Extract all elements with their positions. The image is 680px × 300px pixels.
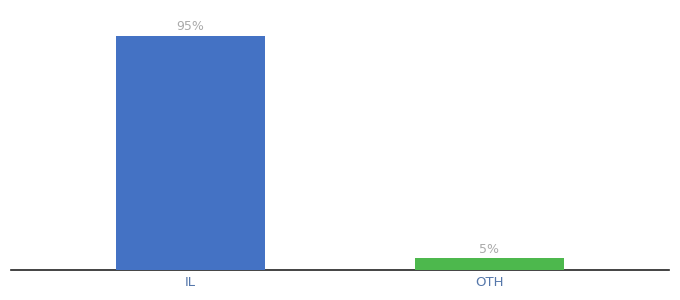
- Bar: [415, 258, 564, 270]
- Text: 95%: 95%: [177, 20, 205, 33]
- Bar: [116, 36, 265, 270]
- Text: 5%: 5%: [479, 242, 500, 256]
